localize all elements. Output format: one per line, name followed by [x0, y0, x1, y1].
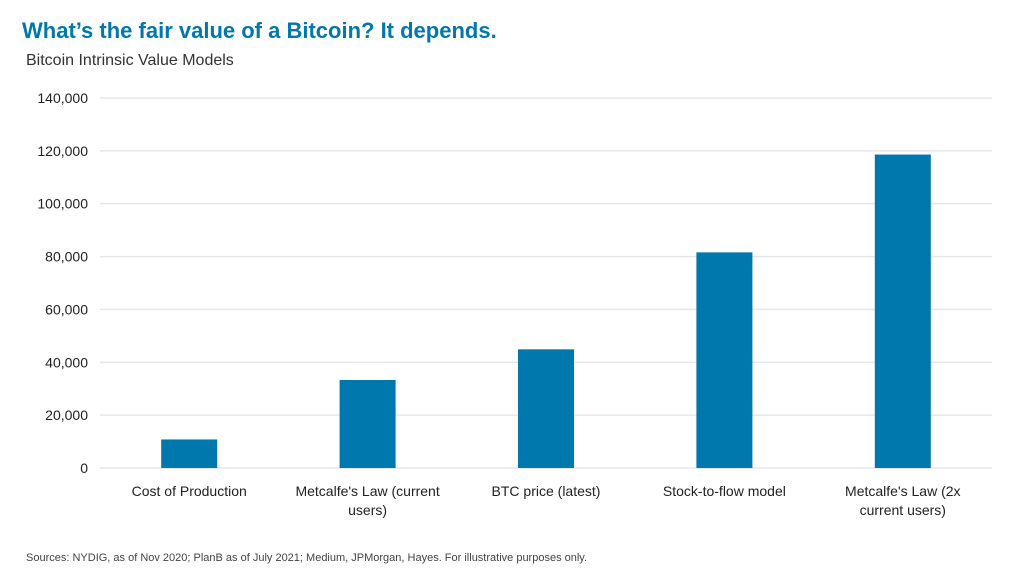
x-category-label: Cost of Production	[132, 483, 247, 499]
y-tick-label: 80,000	[45, 249, 88, 265]
y-tick-label: 40,000	[45, 354, 88, 370]
x-category-label: users)	[348, 502, 387, 518]
bar	[518, 349, 574, 468]
y-tick-label: 20,000	[45, 407, 88, 423]
y-tick-label: 60,000	[45, 301, 88, 317]
chart-subtitle: Bitcoin Intrinsic Value Models	[26, 52, 234, 69]
bar	[161, 439, 218, 468]
bar	[339, 379, 396, 468]
x-category-label: Metcalfe's Law (current	[295, 483, 439, 499]
source-note: Sources: NYDIG, as of Nov 2020; PlanB as…	[26, 552, 588, 564]
x-category-label: Metcalfe's Law (2x	[845, 483, 961, 499]
chart-title: What’s the fair value of a Bitcoin? It d…	[22, 18, 497, 43]
x-category-label: BTC price (latest)	[492, 483, 601, 499]
bar	[696, 252, 753, 468]
y-tick-label: 120,000	[37, 143, 88, 159]
x-category-label: Stock-to-flow model	[663, 483, 786, 499]
x-category-label: current users)	[860, 502, 946, 518]
y-tick-label: 0	[80, 460, 88, 476]
y-tick-label: 140,000	[37, 90, 88, 106]
bar	[874, 154, 931, 469]
y-tick-label: 100,000	[37, 196, 88, 212]
